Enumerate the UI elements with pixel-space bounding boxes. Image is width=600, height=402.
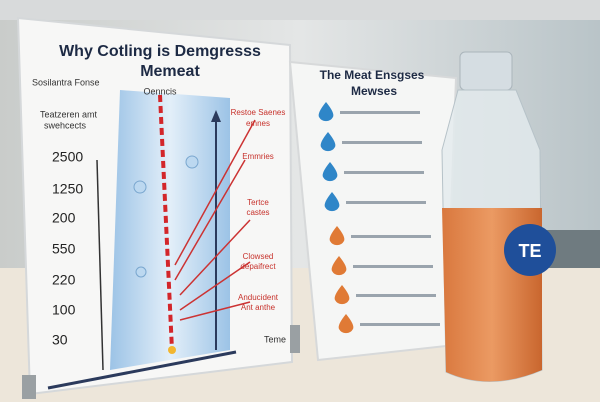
- annotation: Ant anthe: [241, 303, 276, 312]
- sign-stand: [290, 325, 300, 353]
- scale-label: 220: [52, 272, 76, 288]
- sign-footer: Teme: [264, 334, 286, 344]
- scale-label: 550: [52, 241, 76, 257]
- bottle-label-text: TE: [518, 241, 541, 261]
- bubble: [135, 266, 147, 278]
- side-label: Sosilantra Fonse: [32, 77, 100, 87]
- drop-icon: [320, 132, 336, 152]
- axis-line: [96, 159, 104, 371]
- text-line: [360, 323, 440, 326]
- text-line: [340, 111, 420, 114]
- annotation: Restoe Saenes: [231, 108, 286, 117]
- text-line: [356, 294, 436, 297]
- scale-label: 30: [52, 332, 68, 348]
- scale-label: 1250: [52, 181, 83, 197]
- text-line: [346, 201, 426, 204]
- sub-label: swehcects: [44, 120, 87, 130]
- ceiling: [0, 0, 600, 20]
- annotation: emnes: [246, 119, 270, 128]
- drop-icon: [338, 314, 354, 334]
- drop-icon: [318, 102, 334, 122]
- sign-title: The Meat Ensgses: [320, 68, 425, 82]
- scale-label: 100: [52, 302, 76, 318]
- water-column: [110, 90, 230, 370]
- annotation: Anducident: [238, 293, 279, 302]
- drop-icon: [324, 192, 340, 212]
- text-line: [353, 265, 433, 268]
- annotation: Emmries: [242, 152, 274, 161]
- sign-stand: [22, 375, 36, 399]
- drop-icon: [331, 256, 347, 276]
- dashed-line: [158, 94, 174, 351]
- drop-icon: [334, 285, 350, 305]
- bubble: [185, 155, 199, 169]
- drop-icon: [329, 226, 345, 246]
- annotation: Tertce: [247, 198, 269, 207]
- text-line: [351, 235, 431, 238]
- annotation-arrows: [174, 119, 256, 321]
- sign-title: Memeat: [140, 63, 200, 80]
- right-sign: [288, 60, 458, 362]
- marker-dot: [168, 346, 176, 354]
- column-label: Oenncis: [143, 86, 177, 96]
- sub-label: Teatzeren amt: [40, 109, 98, 119]
- drop-icon: [322, 162, 338, 182]
- scale-label: 2500: [52, 149, 83, 165]
- bubble: [133, 180, 147, 194]
- x-axis-arrow: [47, 350, 237, 390]
- sign-title: Why Cotling is Demgresss: [59, 43, 261, 60]
- bottle-label: [504, 224, 556, 276]
- annotation: depaifrect: [240, 262, 276, 271]
- annotation: Clowsed: [243, 252, 274, 261]
- text-line: [342, 141, 422, 144]
- text-line: [344, 171, 424, 174]
- annotation: castes: [246, 208, 269, 217]
- scale-label: 200: [52, 210, 76, 226]
- arrow-head: [211, 110, 221, 122]
- drop-list: [318, 102, 440, 334]
- bottle-cap: [459, 51, 513, 91]
- sign-title: Mewses: [351, 84, 397, 98]
